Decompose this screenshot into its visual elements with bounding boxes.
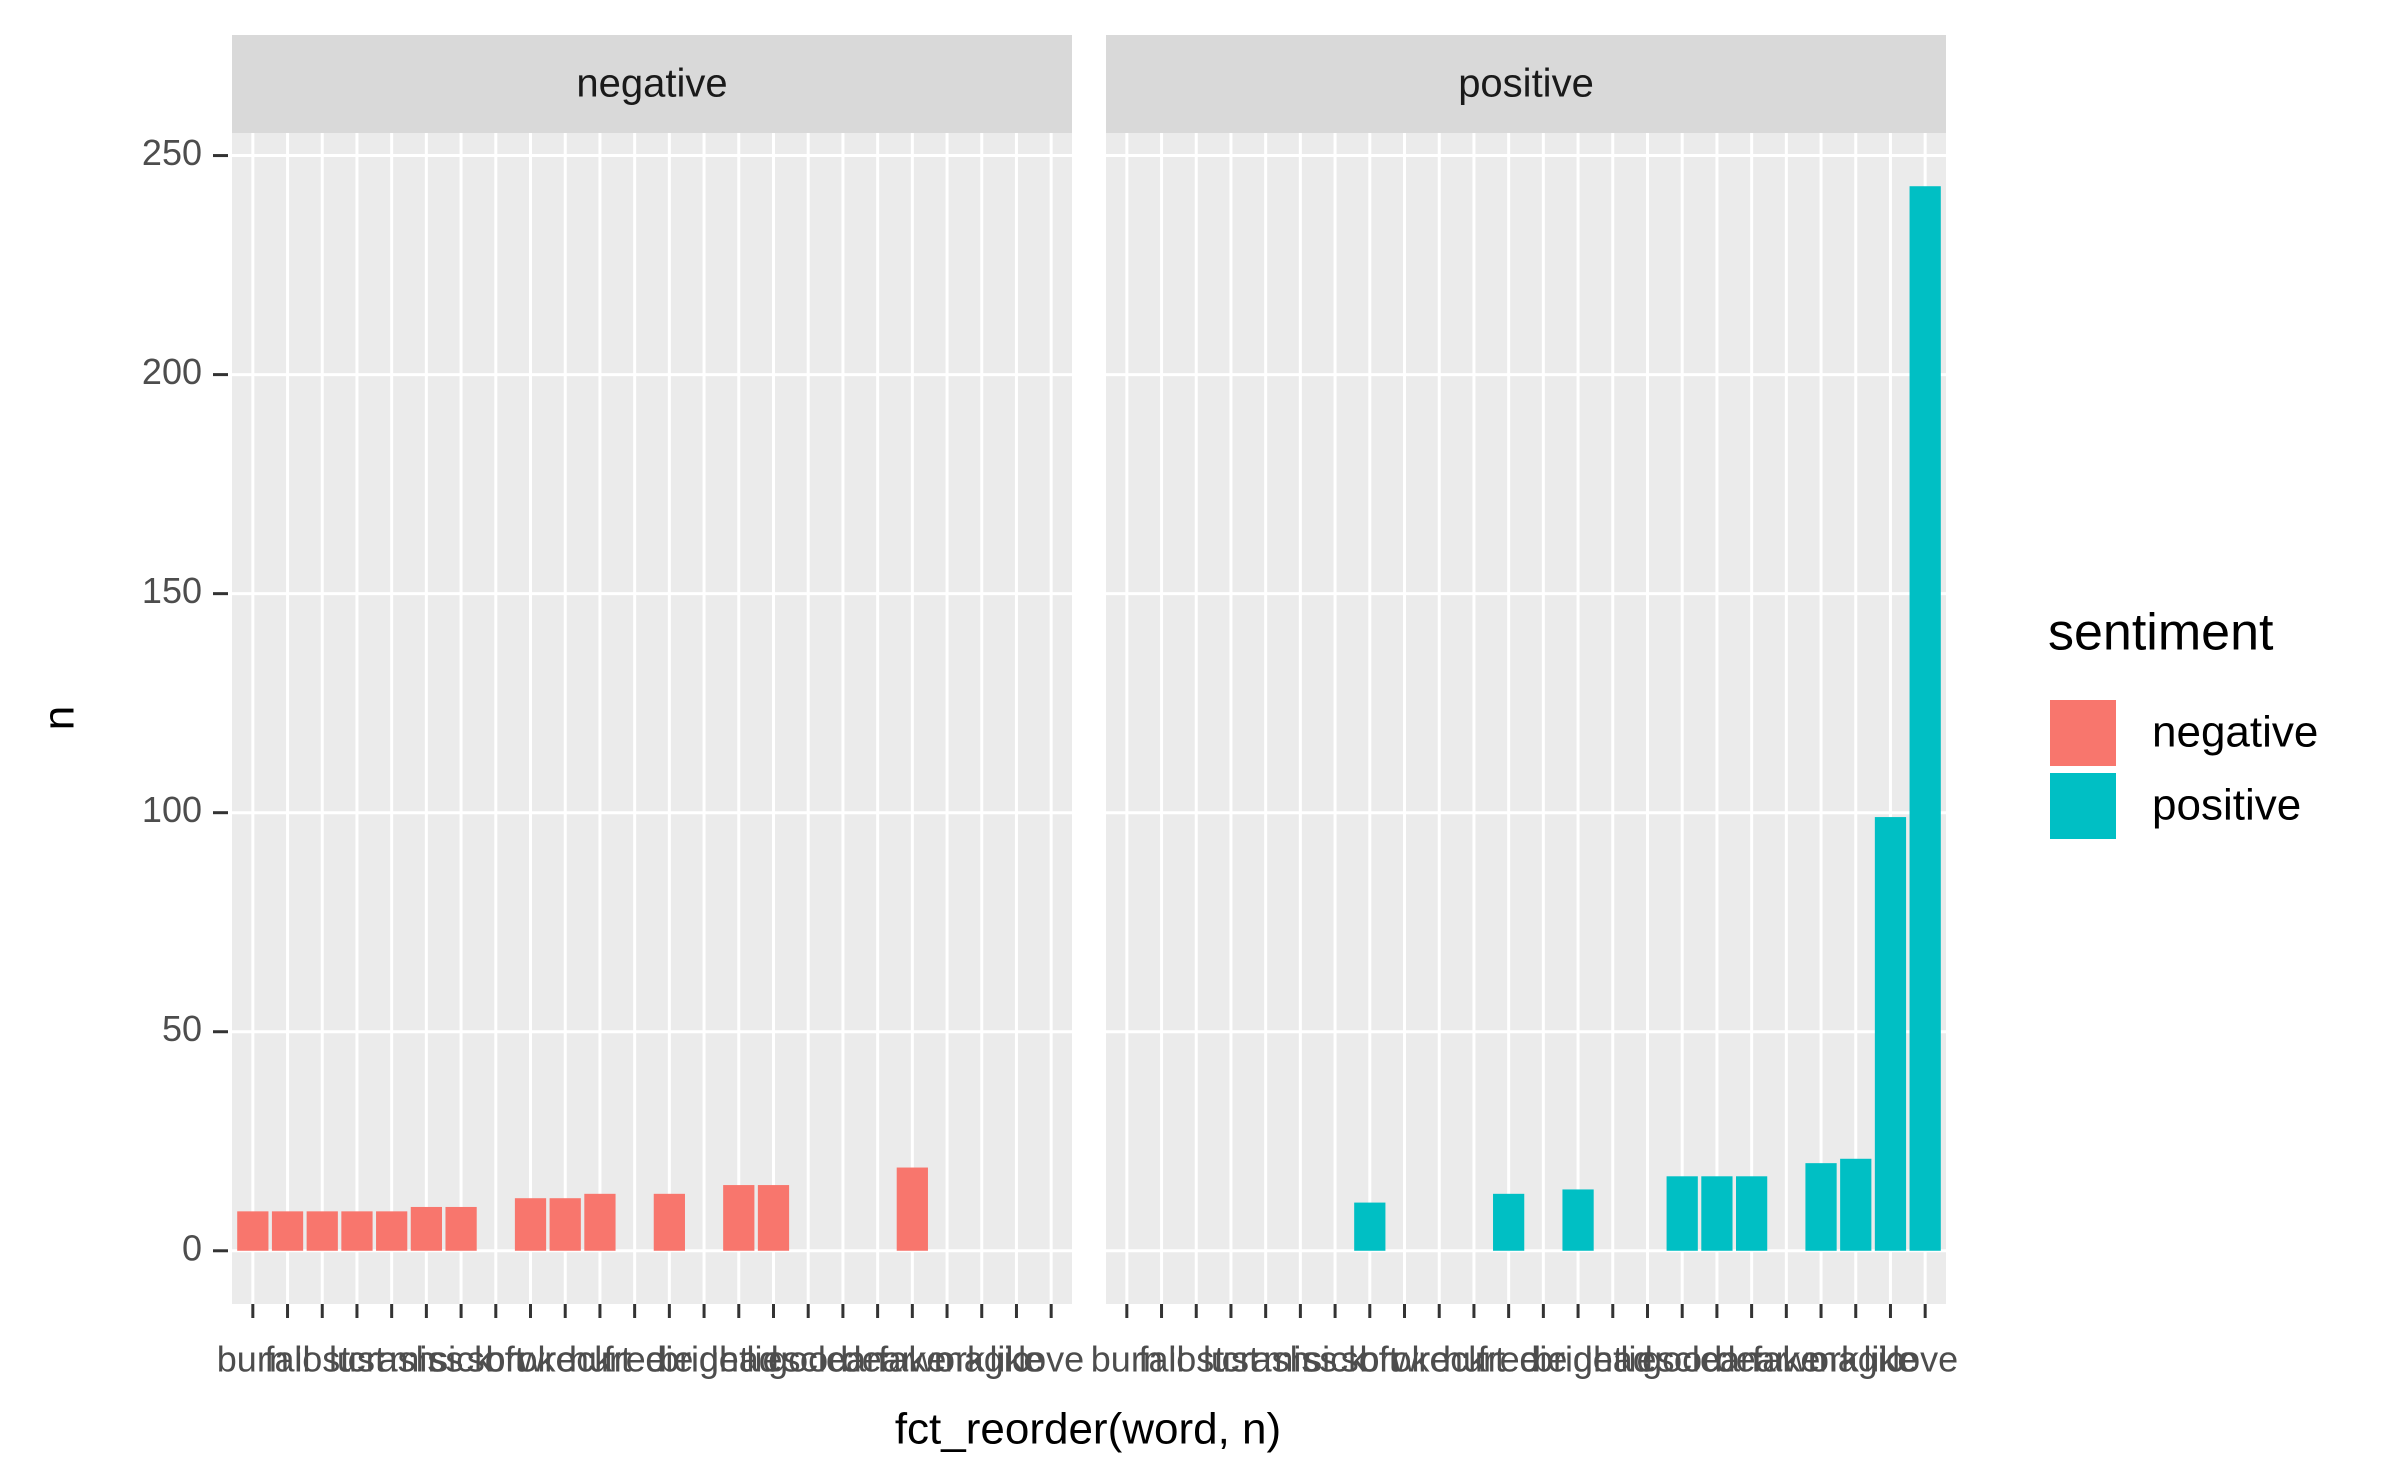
bar [1805,1163,1837,1251]
bar [1666,1176,1698,1251]
x-tick-label: hurt [569,1339,631,1380]
y-tick-label: 50 [162,1008,202,1049]
x-tick-label: soft [1341,1339,1399,1380]
facet-strip [232,35,1072,133]
bar [1736,1176,1768,1251]
bar [1701,1176,1733,1251]
legend-title: sentiment [2048,604,2274,662]
bar [584,1193,616,1251]
x-tick-label: miss [1263,1339,1337,1380]
y-tick-label: 200 [142,351,202,392]
x-tick-label: crash [1222,1339,1310,1380]
x-tick-label: lust [1203,1339,1259,1380]
y-tick-label: 150 [142,570,202,611]
x-tick-label: wreck [517,1339,613,1380]
bar [1354,1202,1386,1251]
x-tick-label: free [604,1339,666,1380]
y-tick-label: 100 [142,789,202,830]
x-tick-label: broke [485,1339,575,1380]
y-tick-label: 250 [142,132,202,173]
x-tick-label: broke [1359,1339,1449,1380]
x-tick-label: love [1018,1339,1084,1380]
x-tick-label: free [1478,1339,1540,1380]
x-tick-label: miss [389,1339,463,1380]
y-axis-title: n [35,706,84,730]
x-tick-label: wreck [1391,1339,1487,1380]
facet-label: positive [1458,62,1594,106]
x-axis-title: fct_reorder(word, n) [895,1405,1281,1454]
x-tick-label: crash [348,1339,436,1380]
x-tick-label: lies [1620,1339,1674,1380]
x-tick-label: like [1863,1339,1917,1380]
x-tick-label: burn [217,1339,289,1380]
bar [653,1193,685,1251]
x-tick-label: bright [1533,1339,1623,1380]
x-tick-label: good [1642,1339,1722,1380]
legend-label: positive [2152,781,2301,830]
bar [757,1185,790,1251]
bar [1909,186,1941,1251]
x-tick-label: love [1892,1339,1958,1380]
x-tick-label: burn [1091,1339,1163,1380]
bar [376,1211,408,1251]
x-tick-label: soft [467,1339,525,1380]
x-tick-label: die [1519,1339,1567,1380]
bar [237,1211,269,1251]
bar [723,1185,755,1251]
x-tick-label: bright [659,1339,749,1380]
x-tick-label: fail [1139,1339,1185,1380]
x-tick-label: clean [1674,1339,1760,1380]
bar [306,1211,338,1251]
bar [1493,1193,1525,1251]
x-tick-label: dead [1573,1339,1653,1380]
bar [1840,1158,1872,1251]
x-tick-label: lies [746,1339,800,1380]
bar [271,1211,304,1251]
panel-background [232,133,1072,1304]
x-tick-label: fake [878,1339,946,1380]
x-tick-label: like [989,1339,1043,1380]
legend-label: negative [2152,708,2318,757]
x-tick-label: sick [1304,1339,1367,1380]
x-tick-label: work [1782,1339,1860,1380]
bar [1874,817,1907,1251]
bar [549,1198,581,1251]
bar [341,1211,373,1251]
legend-key [2050,700,2116,766]
x-tick-label: fake [1752,1339,1820,1380]
y-tick-label: 0 [182,1227,202,1268]
x-tick-label: dear [1716,1339,1788,1380]
facet-label: negative [576,62,727,106]
x-tick-label: hurt [1443,1339,1505,1380]
x-tick-label: clean [800,1339,886,1380]
x-tick-label: dead [699,1339,779,1380]
x-tick-label: magic [1808,1339,1904,1380]
x-tick-label: fail [265,1339,311,1380]
bar [410,1206,442,1251]
x-tick-label: magic [934,1339,1030,1380]
x-tick-label: lost [1168,1339,1224,1380]
x-tick-label: dear [842,1339,914,1380]
x-tick-label: lost [294,1339,350,1380]
facet-strip [1106,35,1946,133]
x-tick-label: sick [430,1339,493,1380]
x-tick-label: work [908,1339,986,1380]
bar [445,1206,477,1251]
panel-background [1106,133,1946,1304]
x-tick-label: lust [329,1339,385,1380]
legend-key [2050,773,2116,839]
bar [1562,1189,1594,1251]
x-tick-label: good [768,1339,848,1380]
x-tick-label: die [645,1339,693,1380]
bar [514,1198,547,1251]
bar [896,1167,928,1251]
